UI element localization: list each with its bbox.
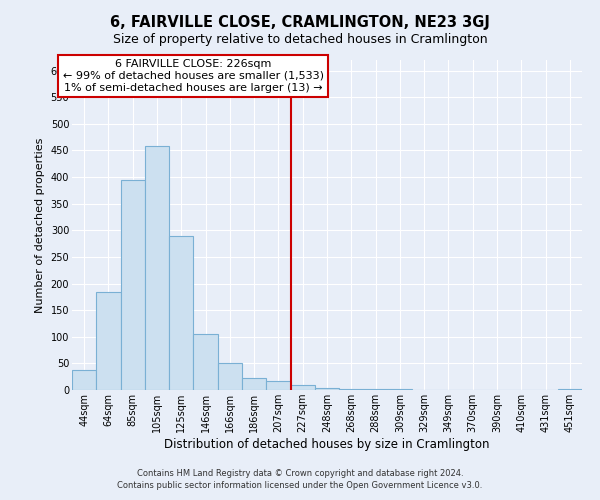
Bar <box>121 180 145 390</box>
Bar <box>96 292 121 390</box>
Bar <box>266 381 290 390</box>
Bar <box>218 364 242 390</box>
Bar <box>193 334 218 390</box>
Bar <box>290 384 315 390</box>
Bar <box>242 378 266 390</box>
Text: 6 FAIRVILLE CLOSE: 226sqm
← 99% of detached houses are smaller (1,533)
1% of sem: 6 FAIRVILLE CLOSE: 226sqm ← 99% of detac… <box>63 60 324 92</box>
Text: 6, FAIRVILLE CLOSE, CRAMLINGTON, NE23 3GJ: 6, FAIRVILLE CLOSE, CRAMLINGTON, NE23 3G… <box>110 15 490 30</box>
X-axis label: Distribution of detached houses by size in Cramlington: Distribution of detached houses by size … <box>164 438 490 451</box>
Text: Size of property relative to detached houses in Cramlington: Size of property relative to detached ho… <box>113 32 487 46</box>
Bar <box>145 146 169 390</box>
Text: Contains HM Land Registry data © Crown copyright and database right 2024.
Contai: Contains HM Land Registry data © Crown c… <box>118 468 482 490</box>
Bar <box>169 236 193 390</box>
Y-axis label: Number of detached properties: Number of detached properties <box>35 138 45 312</box>
Bar <box>315 388 339 390</box>
Bar <box>72 370 96 390</box>
